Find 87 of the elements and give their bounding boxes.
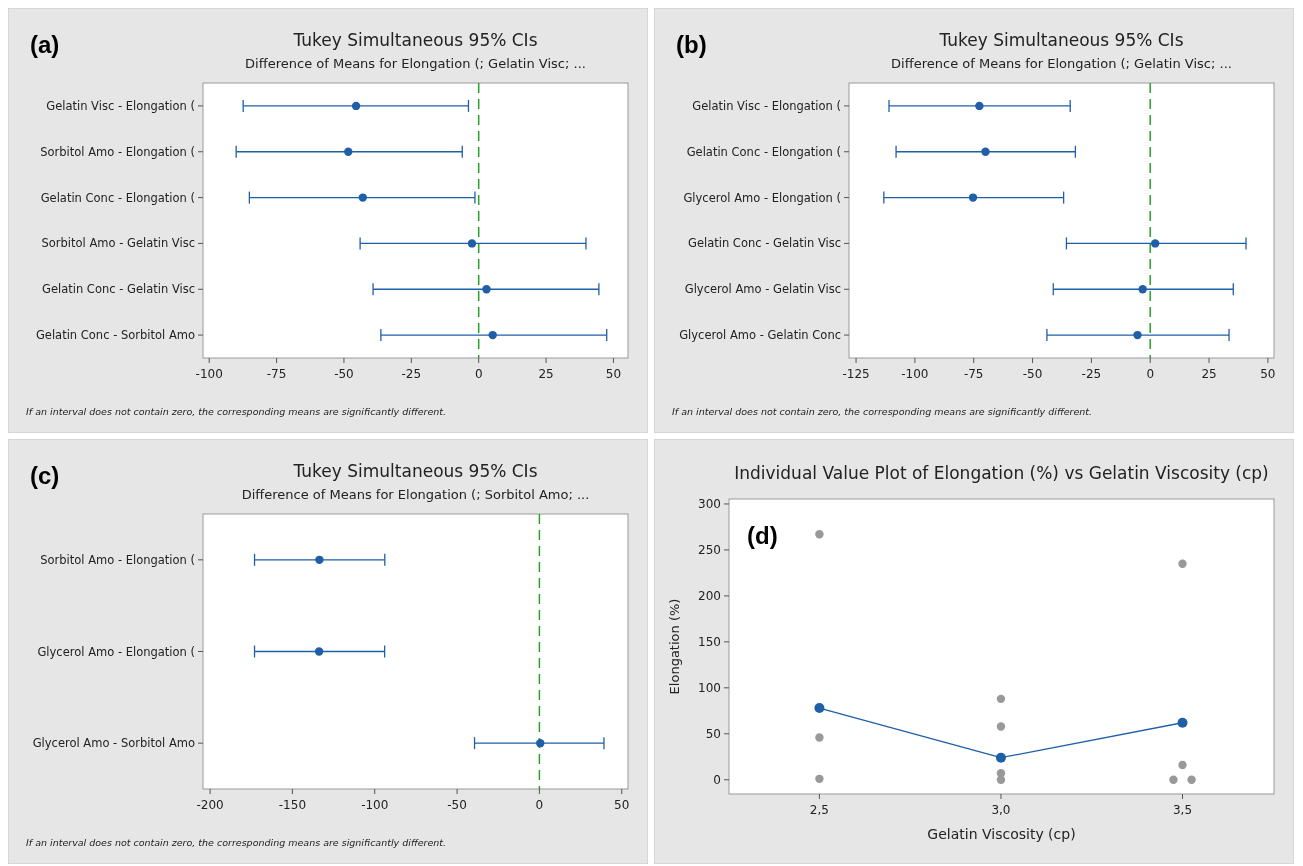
- y-tick-label: Sorbitol Amo - Gelatin Visc: [41, 236, 195, 251]
- point: [1138, 285, 1147, 294]
- x-tick-label: -50: [447, 798, 467, 812]
- y-tick-label: Glycerol Amo - Gelatin Visc: [684, 282, 841, 297]
- chart-subtitle: Difference of Means for Elongation (; Gelatin Visc; ...: [891, 56, 1232, 71]
- point: [1169, 775, 1178, 784]
- text: If an interval does not contain zero, the corresponding means are significantly different.: [672, 406, 1093, 417]
- y-tick-label: Gelatin Conc - Gelatin Visc: [41, 282, 195, 297]
- x-tick-label: -150: [278, 798, 307, 812]
- y-tick-label: Gelatin Conc - Gelatin Visc: [687, 236, 841, 251]
- text: If an interval does not contain zero, the corresponding means are significantly different.: [26, 406, 447, 417]
- x-tick-label: -50: [334, 367, 354, 381]
- x-tick-label: 50: [1260, 367, 1276, 381]
- x-axis-title: Gelatin Viscosity (cp): [927, 826, 1076, 842]
- point: [488, 330, 497, 340]
- chart-title: Tukey Simultaneous 95% CIs: [292, 461, 538, 481]
- x-tick-label: -50: [1022, 367, 1043, 381]
- y-tick-label: 100: [698, 680, 721, 695]
- point: [975, 101, 984, 111]
- annotation: (d): [747, 522, 778, 549]
- y-tick-label: 250: [698, 542, 721, 557]
- y-tick-label: 200: [698, 588, 721, 603]
- y-tick-label: 150: [698, 634, 721, 649]
- y-axis-title: Elongation (%): [667, 598, 682, 695]
- point: [981, 147, 990, 156]
- x-tick-label: 3,5: [1172, 803, 1193, 817]
- x-tick-label: -100: [361, 798, 389, 812]
- x-tick-label: 50: [605, 367, 622, 381]
- x-tick-label: 0: [535, 798, 544, 812]
- text: (a): [30, 31, 60, 58]
- point: [482, 285, 491, 294]
- text: (c): [30, 462, 60, 489]
- y-tick-label: Gelatin Visc - Elongation (: [692, 98, 841, 113]
- x-tick-label: 50: [614, 798, 630, 812]
- text: (b): [676, 31, 707, 58]
- text: If an interval does not contain zero, the corresponding means are significantly different.: [26, 837, 447, 848]
- x-tick-label: 0: [474, 367, 483, 381]
- chart-subtitle: Difference of Means for Elongation (; Sorbitol Amo; ...: [241, 487, 590, 502]
- point: [1178, 559, 1187, 568]
- point: [996, 694, 1006, 704]
- x-tick-label: -75: [266, 367, 287, 381]
- x-tick-label: -25: [1081, 367, 1102, 381]
- chart-title: Individual Value Plot of Elongation (%) vs Gelatin Viscosity (cp): [734, 463, 1269, 483]
- y-tick-label: 0: [713, 772, 721, 787]
- point: [815, 530, 824, 539]
- x-tick-label: -25: [401, 367, 422, 381]
- y-tick-label: Gelatin Conc - Elongation (: [686, 144, 841, 159]
- point: [1150, 239, 1160, 248]
- point: [815, 774, 824, 784]
- x-tick-label: -100: [195, 367, 223, 381]
- x-tick-label: 25: [538, 367, 554, 381]
- point: [995, 752, 1006, 763]
- x-tick-label: 3,0: [991, 803, 1011, 817]
- y-tick-label: Gelatin Conc - Sorbitol Amo: [35, 328, 195, 343]
- y-tick-label: Glycerol Amo - Gelatin Conc: [679, 328, 841, 343]
- point: [358, 193, 368, 202]
- chart-subtitle: Difference of Means for Elongation (; Gelatin Visc; ...: [245, 56, 586, 71]
- point: [1187, 775, 1196, 784]
- point: [467, 239, 477, 248]
- point: [351, 101, 361, 111]
- point: [968, 193, 978, 202]
- point: [996, 722, 1006, 731]
- x-tick-label: 2,5: [809, 803, 829, 817]
- y-tick-label: Gelatin Conc - Elongation (: [40, 190, 195, 205]
- point: [1178, 760, 1187, 770]
- y-tick-label: Glycerol Amo - Sorbitol Amo: [32, 736, 195, 751]
- point: [1133, 330, 1142, 340]
- x-tick-label: -200: [196, 798, 224, 812]
- point: [344, 147, 353, 156]
- point: [1177, 717, 1188, 728]
- chart-title: Tukey Simultaneous 95% CIs: [292, 30, 538, 50]
- x-tick-label: -75: [963, 367, 984, 381]
- x-tick-label: 25: [1201, 367, 1217, 381]
- point: [815, 733, 824, 742]
- y-tick-label: Glycerol Amo - Elongation (: [683, 190, 841, 205]
- y-tick-label: 300: [698, 496, 721, 511]
- y-tick-label: Sorbitol Amo - Elongation (: [40, 144, 195, 159]
- x-tick-label: -100: [901, 367, 929, 381]
- y-tick-label: Sorbitol Amo - Elongation (: [40, 552, 195, 567]
- chart-title: Tukey Simultaneous 95% CIs: [938, 30, 1184, 50]
- y-tick-label: Glycerol Amo - Elongation (: [37, 644, 195, 659]
- y-tick-label: Gelatin Visc - Elongation (: [46, 98, 195, 113]
- point: [814, 703, 825, 714]
- y-tick-label: 50: [705, 726, 721, 741]
- x-tick-label: 0: [1146, 367, 1155, 381]
- x-tick-label: -125: [842, 367, 870, 381]
- point: [996, 775, 1006, 784]
